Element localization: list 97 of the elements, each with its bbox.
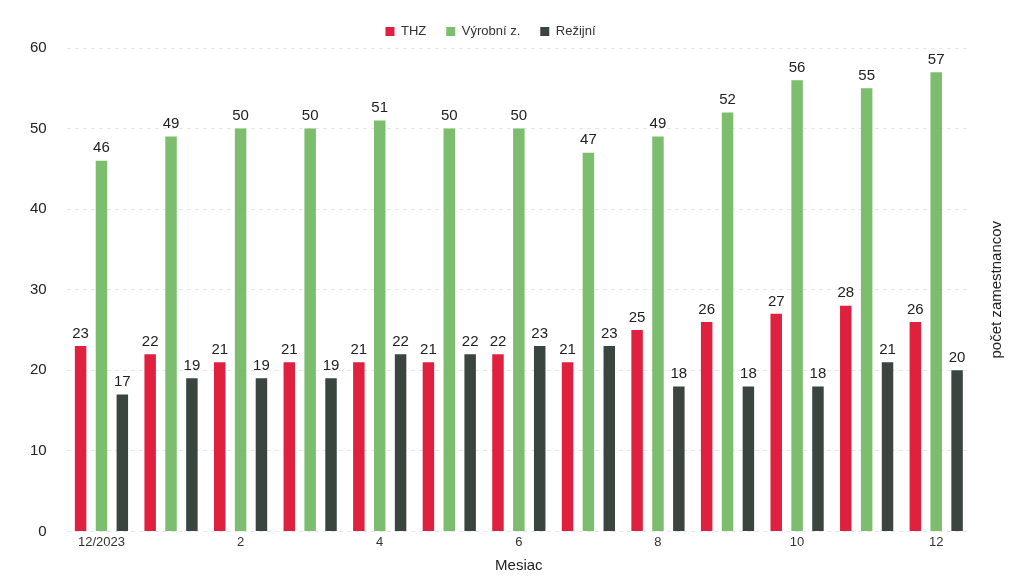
bar [930,72,942,531]
data-label: 21 [559,339,576,357]
legend-label: THZ [400,23,427,39]
bar [631,329,643,531]
data-label: 28 [837,283,855,301]
data-label: 49 [649,114,667,132]
bar [464,354,476,531]
bar [812,386,824,531]
y-tick-label: 0 [38,521,47,539]
data-label: 17 [113,372,131,390]
bar [283,362,296,531]
bar [860,88,873,531]
data-label: 46 [93,138,110,156]
bar [186,378,198,531]
data-label: 25 [628,307,646,325]
data-label: 47 [580,130,597,148]
data-label: 50 [232,106,249,124]
bar [443,128,456,531]
data-label: 21 [350,339,368,357]
data-label: 26 [698,299,716,317]
bar [721,112,734,531]
data-label: 22 [392,331,409,349]
y-tick-label: 10 [30,440,47,458]
data-label: 26 [907,299,924,317]
data-label: 21 [420,339,437,357]
data-label: 20 [948,347,966,365]
data-label: 27 [767,291,785,309]
bar [95,160,108,531]
y-tick-label: 20 [30,360,47,378]
y-tick-label: 60 [30,38,47,56]
bar [234,128,247,531]
bar [791,80,803,531]
data-label: 21 [280,339,298,357]
data-label: 22 [141,331,159,349]
data-label: 55 [858,65,875,83]
bar [116,394,129,531]
x-tick-label: 8 [654,533,662,549]
bar [144,354,156,531]
bar [513,128,525,531]
bar [603,346,616,531]
data-label: 19 [253,355,270,373]
data-label: 19 [183,355,201,373]
bar [394,354,407,531]
data-label: 23 [600,323,618,341]
data-label: 18 [670,364,688,382]
data-label: 23 [531,323,549,341]
data-label: 21 [879,339,896,357]
bar [373,120,386,531]
y-tick-label: 50 [30,118,47,136]
data-label: 50 [301,106,319,124]
x-tick-label: 12 [928,533,944,549]
legend-label: Výrobní z. [461,23,521,39]
data-label: 56 [788,57,806,75]
bar [213,362,226,531]
bar [582,152,595,531]
data-label: 22 [489,331,507,349]
x-tick-label: 6 [515,533,523,549]
bar [951,370,963,531]
y-tick-label: 40 [30,199,47,217]
bar [881,362,894,531]
bar [742,386,755,531]
data-label: 22 [461,331,479,349]
x-tick-label: 10 [789,533,805,549]
bar [165,136,177,531]
data-label: 52 [719,90,736,108]
bar [652,136,664,531]
bar [840,305,852,531]
bar [422,362,435,531]
bar [353,362,365,531]
y-axis-title: počet zamestnancov [987,220,1005,359]
data-label: 19 [322,355,340,373]
bar [325,378,337,531]
bar [770,313,782,531]
data-label: 21 [211,339,229,357]
data-label: 23 [72,323,89,341]
bar [74,346,87,531]
data-label: 49 [162,114,180,132]
x-axis-title: Mesiac [495,556,544,574]
x-tick-label: 2 [236,533,245,549]
y-tick-label: 30 [30,279,47,297]
x-tick-label: 4 [376,533,384,549]
bar [304,128,316,531]
bar [561,362,574,531]
data-label: 18 [809,364,827,382]
bar [700,321,713,531]
data-label: 57 [927,49,945,67]
bar [255,378,268,531]
data-label: 18 [740,364,757,382]
bar [673,386,685,531]
bar [492,354,504,531]
x-tick-label: 12/2023 [77,533,125,549]
bar [533,346,546,531]
legend-label: Režijní [555,23,596,39]
data-label: 50 [510,106,528,124]
data-label: 50 [440,106,458,124]
data-label: 51 [371,98,389,116]
bar [909,321,922,531]
